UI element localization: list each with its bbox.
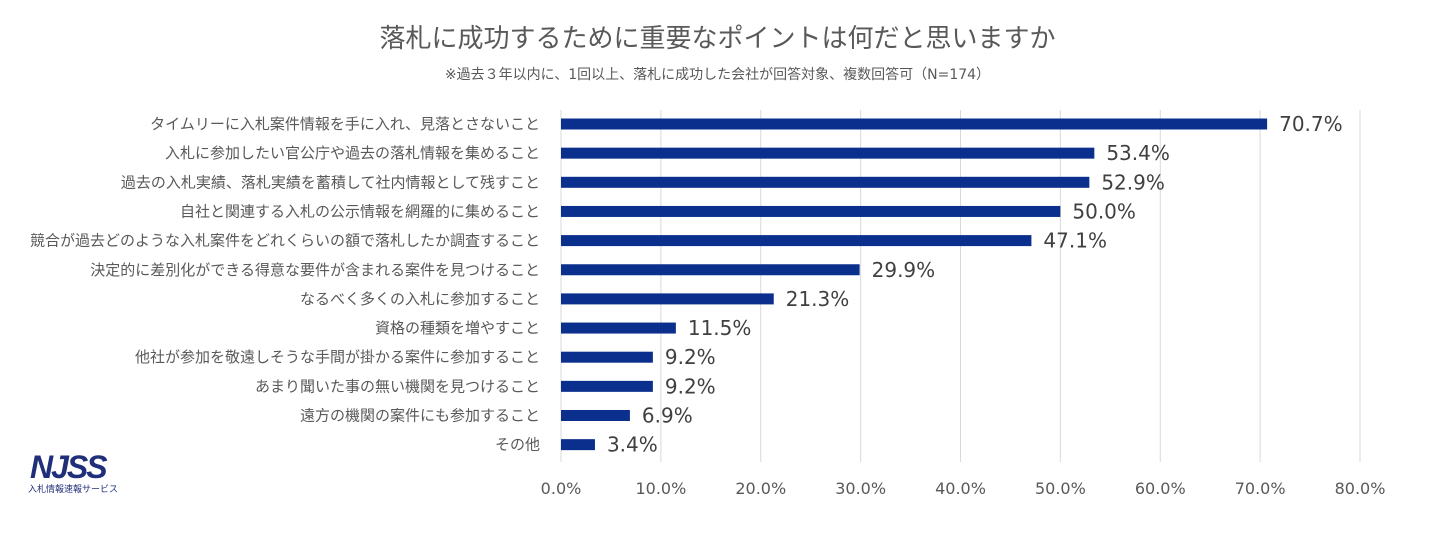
bar xyxy=(561,205,1061,217)
chart-title: 落札に成功するために重要なポイントは何だと思いますか xyxy=(379,24,1056,54)
x-tick-label: 70.0% xyxy=(1235,479,1286,498)
category-label: タイムリーに入札案件情報を手に入れ、見落とさないこと xyxy=(150,115,540,133)
bar xyxy=(561,380,653,392)
category-label: その他 xyxy=(495,436,540,454)
bar xyxy=(561,235,1032,247)
bar xyxy=(561,147,1095,159)
njss-logo: NJSS xyxy=(30,449,110,485)
x-tick-label: 40.0% xyxy=(935,479,986,498)
value-label: 9.2% xyxy=(665,345,716,369)
x-tick-label: 20.0% xyxy=(735,479,786,498)
x-tick-label: 60.0% xyxy=(1135,479,1186,498)
category-labels: タイムリーに入札案件情報を手に入れ、見落とさないこと入札に参加したい官公庁や過去… xyxy=(30,115,540,454)
value-label: 50.0% xyxy=(1072,199,1136,223)
category-label: なるべく多くの入札に参加すること xyxy=(300,290,540,308)
category-label: あまり聞いた事の無い機関を見つけること xyxy=(255,377,540,395)
logo-subtext: 入札情報速報サービス xyxy=(28,485,119,495)
logo-text: NJSS xyxy=(30,449,108,485)
value-label: 6.9% xyxy=(642,404,693,428)
category-label: 他社が参加を敬遠しそうな手間が掛かる案件に参加すること xyxy=(135,348,540,366)
value-label: 52.9% xyxy=(1101,170,1165,194)
x-tick-label: 50.0% xyxy=(1035,479,1086,498)
bar xyxy=(561,293,774,305)
category-label: 決定的に差別化ができる得意な要件が含まれる案件を見つけること xyxy=(90,261,540,279)
value-label: 3.4% xyxy=(607,433,658,457)
bar xyxy=(561,439,595,451)
category-label: 過去の入札実績、落札実績を蓄積して社内情報として残すこと xyxy=(121,173,540,191)
bar xyxy=(561,176,1090,188)
category-label: 資格の種類を増やすこと xyxy=(375,319,540,337)
chart-subtitle: ※過去３年以内に、1回以上、落札に成功した会社が回答対象、複数回答可（N=174… xyxy=(444,67,991,83)
category-label: 遠方の機関の案件にも参加すること xyxy=(300,407,540,425)
bar xyxy=(561,322,676,334)
bar xyxy=(561,351,653,363)
x-tick-label: 10.0% xyxy=(635,479,686,498)
value-label: 47.1% xyxy=(1043,229,1107,253)
x-tick-label: 0.0% xyxy=(541,479,582,498)
category-label: 競合が過去どのような入札案件をどれくらいの額で落札したか調査すること xyxy=(30,232,540,250)
category-label: 入札に参加したい官公庁や過去の落札情報を集めること xyxy=(165,144,540,162)
value-label: 21.3% xyxy=(786,287,850,311)
x-tick-labels: 0.0% 10.0% 20.0% 30.0% 40.0% 50.0% 60.0% 70.0% 8… xyxy=(541,479,1386,498)
x-tick-label: 30.0% xyxy=(835,479,886,498)
x-tick-label: 80.0% xyxy=(1335,479,1386,498)
value-label: 53.4% xyxy=(1106,141,1170,165)
value-label: 70.7% xyxy=(1279,112,1343,136)
gridlines xyxy=(560,110,1361,462)
bar xyxy=(561,118,1268,130)
bar xyxy=(561,264,860,276)
value-labels: 70.7% 53.4% 52.9% 50.0% 47.1% 29.9% 21.3% 11.5%… xyxy=(607,112,1343,457)
bars xyxy=(561,118,1268,451)
value-label: 11.5% xyxy=(688,316,752,340)
value-label: 9.2% xyxy=(665,374,716,398)
bar xyxy=(561,410,630,421)
value-label: 29.9% xyxy=(872,258,936,282)
category-label: 自社と関連する入札の公示情報を網羅的に集めること xyxy=(180,202,540,220)
